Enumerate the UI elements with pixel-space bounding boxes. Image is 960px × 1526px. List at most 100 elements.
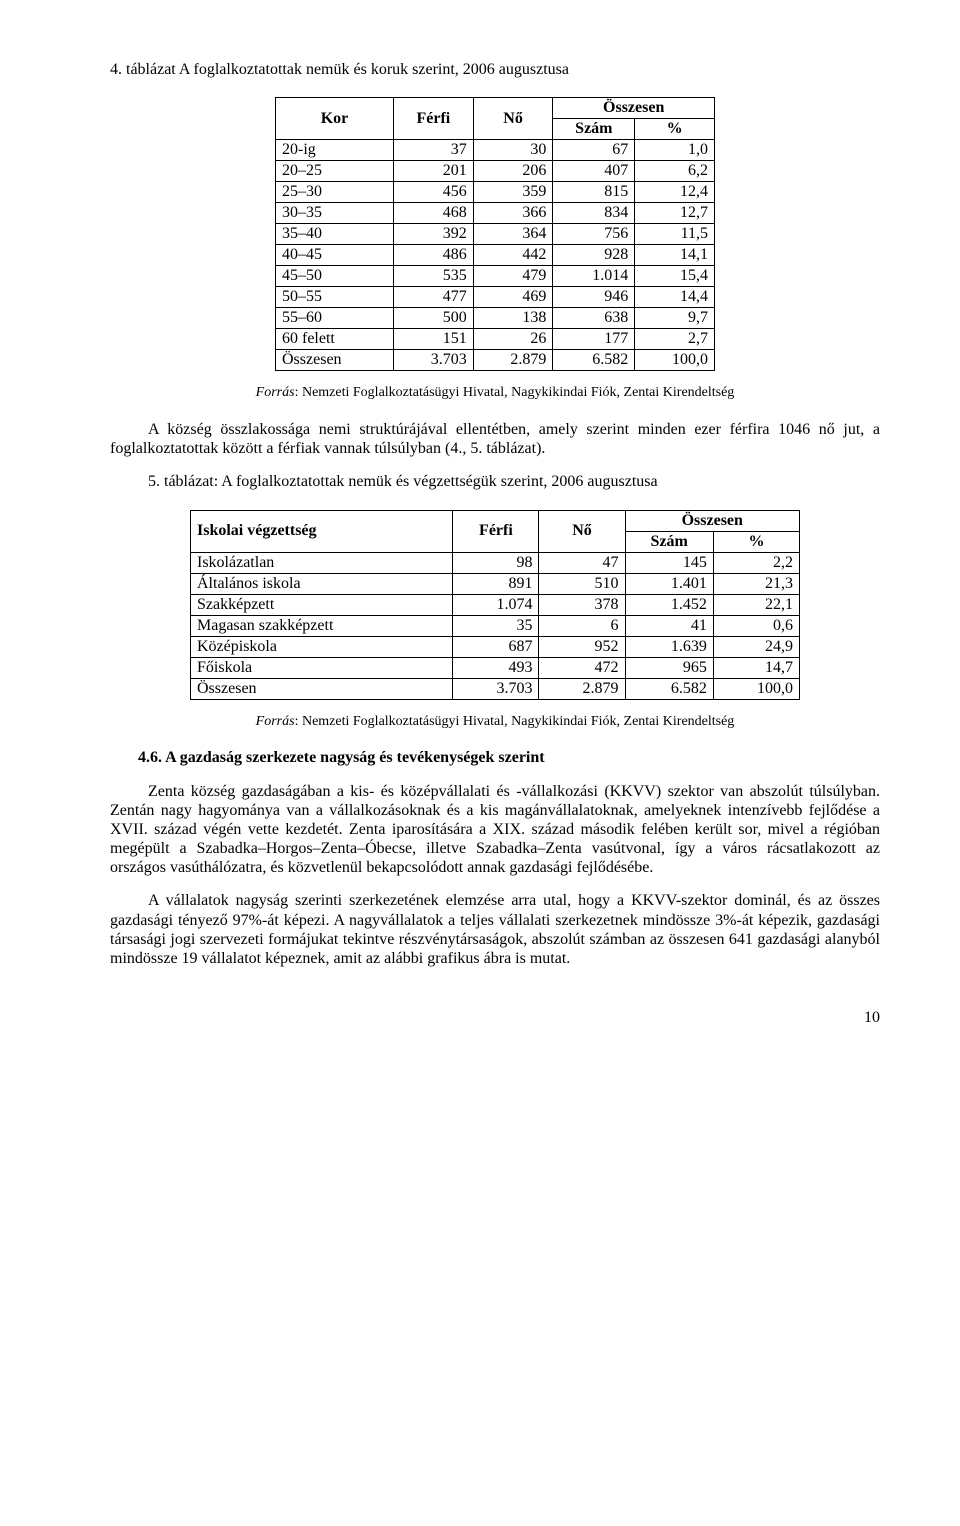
table-age: Kor Férfi Nő Összesen Szám % 20-ig373067… [275,97,715,371]
cell-percent: 15,4 [635,266,715,287]
cell-female: 2.879 [539,678,625,699]
th-osszesen2: Összesen [625,510,799,531]
cell-percent: 11,5 [635,224,715,245]
cell-female: 359 [473,182,553,203]
th-no: Nő [473,98,553,140]
cell-count: 965 [625,657,713,678]
section-heading: 4.6. A gazdaság szerkezete nagyság és te… [138,748,880,767]
cell-count: 815 [553,182,635,203]
th-pct: % [635,119,715,140]
cell-count: 1.401 [625,573,713,594]
cell-male: 687 [453,636,539,657]
cell-label: 45–50 [276,266,394,287]
table-row: 45–505354791.01415,4 [276,266,715,287]
table-row: 20-ig3730671,0 [276,140,715,161]
cell-label: 20-ig [276,140,394,161]
cell-female: 30 [473,140,553,161]
page-number: 10 [110,1008,880,1027]
cell-percent: 100,0 [713,678,799,699]
table-row: 30–3546836683412,7 [276,203,715,224]
cell-label: Iskolázatlan [191,552,453,573]
cell-label: Középiskola [191,636,453,657]
cell-male: 535 [394,266,474,287]
th-ferfi2: Férfi [453,510,539,552]
th-ferfi: Férfi [394,98,474,140]
cell-male: 468 [394,203,474,224]
table-row: Összesen3.7032.8796.582100,0 [276,350,715,371]
table-row: 40–4548644292814,1 [276,245,715,266]
cell-count: 6.582 [625,678,713,699]
cell-male: 500 [394,308,474,329]
cell-female: 442 [473,245,553,266]
cell-male: 3.703 [453,678,539,699]
th-no2: Nő [539,510,625,552]
cell-count: 67 [553,140,635,161]
cell-count: 41 [625,615,713,636]
cell-percent: 9,7 [635,308,715,329]
cell-female: 469 [473,287,553,308]
table-row: Általános iskola8915101.40121,3 [191,573,800,594]
cell-female: 206 [473,161,553,182]
th-kor: Kor [276,98,394,140]
cell-count: 928 [553,245,635,266]
cell-label: 35–40 [276,224,394,245]
cell-label: 55–60 [276,308,394,329]
cell-percent: 24,9 [713,636,799,657]
cell-label: Főiskola [191,657,453,678]
table-row: 60 felett151261772,7 [276,329,715,350]
para-2: Zenta község gazdaságában a kis- és közé… [110,782,880,878]
cell-percent: 6,2 [635,161,715,182]
cell-count: 1.452 [625,594,713,615]
cell-male: 201 [394,161,474,182]
cell-label: Összesen [276,350,394,371]
cell-count: 638 [553,308,635,329]
table-row: Szakképzett1.0743781.45222,1 [191,594,800,615]
cell-female: 364 [473,224,553,245]
cell-label: 30–35 [276,203,394,224]
cell-count: 407 [553,161,635,182]
table1-caption: 4. táblázat A foglalkoztatottak nemük és… [110,60,880,79]
cell-percent: 2,2 [713,552,799,573]
cell-male: 486 [394,245,474,266]
cell-label: Általános iskola [191,573,453,594]
cell-female: 2.879 [473,350,553,371]
table-row: Magasan szakképzett356410,6 [191,615,800,636]
cell-count: 1.014 [553,266,635,287]
cell-label: Összesen [191,678,453,699]
cell-count: 6.582 [553,350,635,371]
cell-count: 177 [553,329,635,350]
cell-male: 98 [453,552,539,573]
cell-female: 510 [539,573,625,594]
cell-label: 40–45 [276,245,394,266]
cell-label: 60 felett [276,329,394,350]
table2-source: Forrás: Nemzeti Foglalkoztatásügyi Hivat… [110,714,880,731]
cell-percent: 0,6 [713,615,799,636]
cell-label: Szakképzett [191,594,453,615]
cell-percent: 100,0 [635,350,715,371]
cell-percent: 12,7 [635,203,715,224]
table-education: Iskolai végzettség Férfi Nő Összesen Szá… [190,510,800,700]
cell-count: 145 [625,552,713,573]
source2-prefix: Forrás [256,714,295,729]
source2-text: : Nemzeti Foglalkoztatásügyi Hivatal, Na… [295,714,735,729]
cell-male: 493 [453,657,539,678]
source-text: : Nemzeti Foglalkoztatásügyi Hivatal, Na… [295,385,735,400]
table1-source: Forrás: Nemzeti Foglalkoztatásügyi Hivat… [110,385,880,402]
table2-caption: 5. táblázat: A foglalkoztatottak nemük é… [110,472,880,491]
cell-percent: 22,1 [713,594,799,615]
cell-percent: 14,7 [713,657,799,678]
cell-male: 3.703 [394,350,474,371]
cell-count: 834 [553,203,635,224]
table-row: Iskolázatlan98471452,2 [191,552,800,573]
cell-male: 456 [394,182,474,203]
cell-label: Magasan szakképzett [191,615,453,636]
th-szam2: Szám [625,531,713,552]
cell-male: 1.074 [453,594,539,615]
table-row: 55–605001386389,7 [276,308,715,329]
th-szam: Szám [553,119,635,140]
cell-female: 378 [539,594,625,615]
table-row: 25–3045635981512,4 [276,182,715,203]
cell-count: 1.639 [625,636,713,657]
para-1: A község összlakossága nemi struktúrájáv… [110,420,880,458]
table-row: Főiskola49347296514,7 [191,657,800,678]
